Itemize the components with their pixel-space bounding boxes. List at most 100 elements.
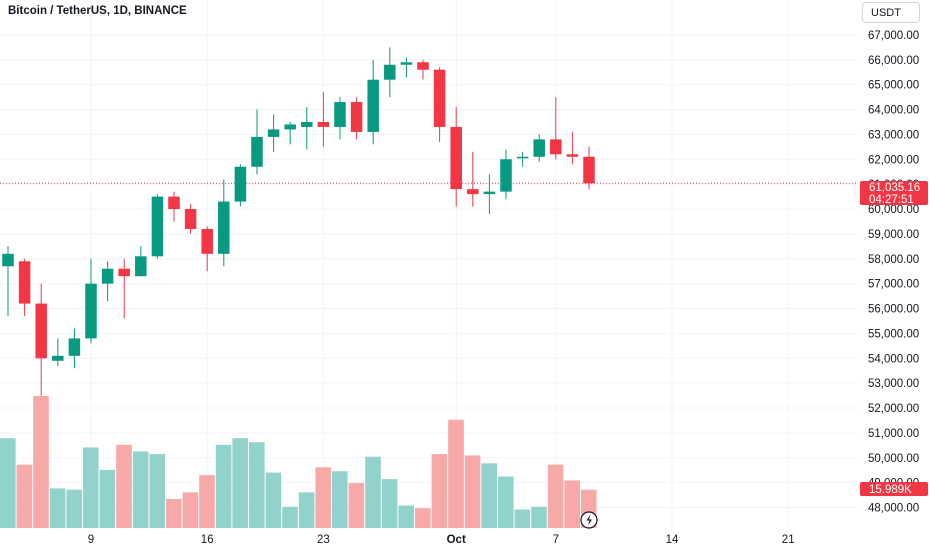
candle bbox=[201, 226, 213, 272]
candle bbox=[218, 179, 230, 267]
volume-bar bbox=[298, 492, 315, 528]
volume-bar bbox=[265, 472, 282, 528]
candle-body bbox=[450, 126, 462, 190]
candle-body bbox=[583, 156, 595, 184]
volume-bar bbox=[116, 444, 132, 528]
candle-body bbox=[483, 191, 496, 195]
candle-body bbox=[350, 102, 363, 132]
candle bbox=[251, 109, 263, 175]
candle-body bbox=[151, 196, 164, 257]
candle bbox=[500, 149, 512, 200]
candle-body bbox=[367, 79, 379, 132]
candle-body bbox=[18, 261, 31, 304]
volume-bar bbox=[348, 483, 365, 528]
candle-body bbox=[301, 121, 313, 127]
candle-body bbox=[433, 69, 446, 127]
candle-body bbox=[35, 303, 47, 359]
volume-bar bbox=[249, 442, 265, 528]
candle bbox=[483, 174, 496, 215]
candle bbox=[533, 134, 545, 162]
volume-bar bbox=[415, 508, 431, 528]
x-tick-label: 9 bbox=[88, 534, 94, 546]
candles bbox=[2, 47, 595, 396]
symbol-title[interactable]: Bitcoin / TetherUS, 1D, BINANCE bbox=[8, 5, 187, 17]
volume-value: 15.989K bbox=[869, 484, 912, 496]
candle-body bbox=[533, 139, 545, 157]
candle-body bbox=[201, 228, 213, 254]
candle-body bbox=[118, 268, 130, 277]
y-tick-label: 54,000.00 bbox=[868, 353, 919, 365]
candle bbox=[334, 97, 346, 140]
candle bbox=[317, 92, 330, 147]
volume-bar bbox=[199, 475, 215, 528]
volume-bar bbox=[498, 476, 514, 528]
candle bbox=[184, 204, 197, 234]
volume-tag: 15.989K bbox=[860, 482, 928, 496]
x-tick-label: 7 bbox=[553, 534, 559, 546]
volume-bar bbox=[531, 506, 547, 528]
y-tick-label: 64,000.00 bbox=[868, 105, 919, 117]
candle-body bbox=[516, 156, 529, 159]
y-tick-label: 52,000.00 bbox=[868, 403, 919, 415]
volume-bar bbox=[99, 469, 116, 528]
volume-bar bbox=[464, 455, 481, 528]
volume-bar bbox=[282, 506, 298, 528]
volume-bar bbox=[514, 509, 531, 528]
candle bbox=[384, 47, 396, 98]
y-tick-label: 60,000.00 bbox=[868, 204, 919, 216]
candle-body bbox=[267, 129, 280, 137]
candle bbox=[168, 191, 180, 222]
candle bbox=[350, 97, 363, 140]
candle bbox=[467, 151, 479, 207]
x-tick-label: 14 bbox=[666, 534, 679, 546]
candle bbox=[151, 194, 164, 259]
y-tick-label: 53,000.00 bbox=[868, 378, 919, 390]
replay-icon[interactable] bbox=[580, 511, 598, 529]
candle bbox=[284, 121, 296, 145]
candle-body bbox=[334, 102, 346, 127]
candle bbox=[583, 146, 595, 190]
y-tick-label: 59,000.00 bbox=[868, 229, 919, 241]
candle-body bbox=[234, 166, 247, 202]
candle-body bbox=[52, 355, 64, 361]
volume-bar bbox=[149, 454, 165, 528]
volume-bar bbox=[49, 488, 66, 528]
volume-bar bbox=[215, 444, 232, 528]
candle bbox=[118, 258, 130, 319]
y-tick-label: 48,000.00 bbox=[868, 503, 919, 515]
volume-bar bbox=[33, 396, 49, 528]
y-tick-label: 63,000.00 bbox=[868, 129, 919, 141]
candle-body bbox=[184, 209, 197, 229]
x-tick-label: 21 bbox=[782, 534, 795, 546]
last-price-value: 61,035.16 bbox=[869, 182, 920, 194]
candle-body bbox=[2, 253, 14, 267]
y-tick-label: 65,000.00 bbox=[868, 80, 919, 92]
volume-bar bbox=[481, 463, 497, 528]
candle bbox=[18, 258, 31, 317]
candle-body bbox=[550, 139, 562, 155]
y-tick-label: 66,000.00 bbox=[868, 55, 919, 67]
candle bbox=[234, 164, 247, 207]
volume-bar bbox=[332, 471, 348, 528]
y-tick-label: 62,000.00 bbox=[868, 154, 919, 166]
volume-bar bbox=[0, 438, 16, 528]
volume-bar bbox=[564, 480, 580, 528]
volume-bars bbox=[0, 396, 597, 528]
candle-body bbox=[566, 154, 579, 157]
currency-selector[interactable]: USDT bbox=[862, 2, 920, 23]
last-price-tag: 61,035.16 04:27:51 bbox=[860, 181, 928, 206]
candle bbox=[52, 338, 64, 366]
candle bbox=[101, 261, 114, 302]
candle-body bbox=[417, 62, 429, 70]
volume-bar bbox=[166, 498, 182, 528]
candle bbox=[301, 107, 313, 150]
y-tick-label: 56,000.00 bbox=[868, 304, 919, 316]
candle bbox=[135, 246, 147, 277]
volume-bar bbox=[315, 467, 331, 528]
volume-bar bbox=[132, 451, 149, 528]
volume-bar bbox=[365, 456, 381, 528]
candle bbox=[367, 59, 379, 145]
volume-bar bbox=[398, 505, 414, 528]
x-tick-label: Oct bbox=[447, 534, 466, 546]
